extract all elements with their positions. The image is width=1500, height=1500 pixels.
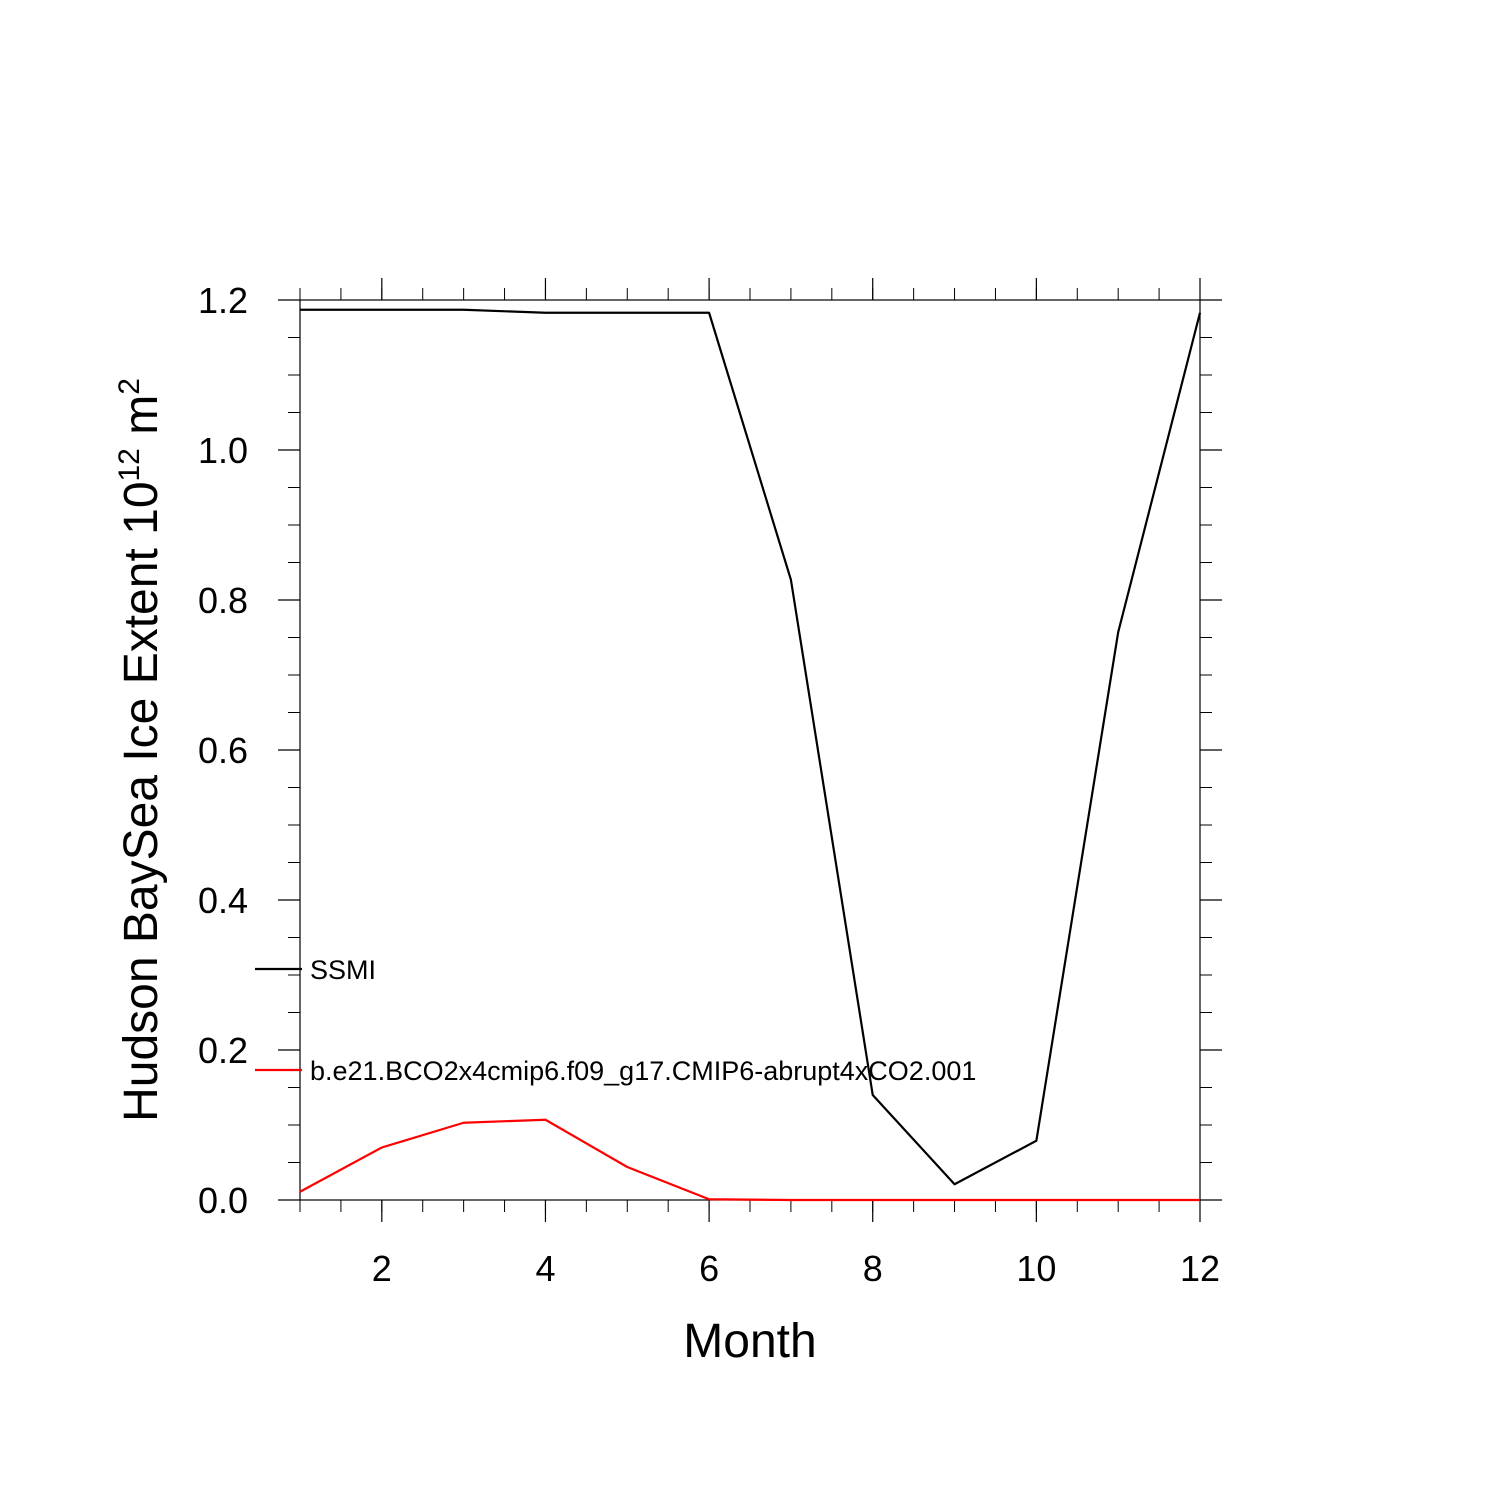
legend: SSMI b.e21.BCO2x4cmip6.f09_g17.CMIP6-abru… [255, 955, 976, 1086]
x-tick-label: 8 [863, 1248, 883, 1289]
y-axis-title-text: Hudson BaySea Ice Extent 10 [115, 481, 168, 1121]
x-tick-label: 6 [699, 1248, 719, 1289]
x-tick-label: 12 [1180, 1248, 1220, 1289]
y-tick-label: 1.2 [198, 280, 248, 321]
x-axis-title: Month [683, 1315, 816, 1368]
y-tick-labels: 0.0 0.2 0.4 0.6 0.8 1.0 1.2 [198, 280, 248, 1221]
x-tick-label: 2 [372, 1248, 392, 1289]
y-tick-label: 0.4 [198, 880, 248, 921]
legend-label-2: b.e21.BCO2x4cmip6.f09_g17.CMIP6-abrupt4x… [310, 1056, 976, 1086]
x-tick-labels: 2 4 6 8 10 12 [372, 1248, 1220, 1289]
y-tick-label: 1.0 [198, 430, 248, 471]
y-axis-title: Hudson BaySea Ice Extent 1012 m2 [113, 378, 168, 1122]
y-axis-title-unit: m [115, 395, 168, 448]
y-axis-title-exponent-2: 2 [113, 378, 146, 395]
y-tick-label: 0.6 [198, 730, 248, 771]
y-tick-label: 0.2 [198, 1030, 248, 1071]
x-tick-label: 10 [1016, 1248, 1056, 1289]
y-tick-label: 0.8 [198, 580, 248, 621]
series-lines [299, 308, 1202, 1202]
x-tick-label: 4 [535, 1248, 555, 1289]
legend-label-1: SSMI [310, 955, 376, 985]
series-line-1 [300, 308, 1202, 1186]
major-ticks [278, 278, 1222, 1222]
y-axis-title-exponent-1: 12 [113, 448, 146, 481]
y-tick-label: 0.0 [198, 1180, 248, 1221]
series-line-2 [299, 1118, 1200, 1202]
